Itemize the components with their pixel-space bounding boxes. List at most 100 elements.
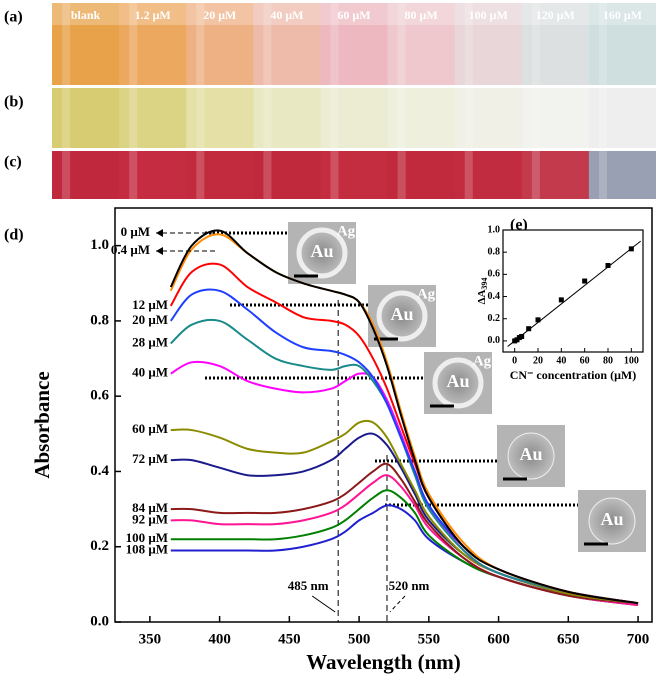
main-chart: 350 400 450 500 550 600 650 7000.00.20.40.60.81… — [30, 207, 653, 674]
vial-highlight — [129, 88, 138, 148]
vial-photo — [52, 151, 120, 199]
vial-highlight — [397, 151, 406, 199]
series-label: 40 μM — [132, 365, 168, 380]
vial-highlight — [330, 3, 339, 85]
series-label: 20 μM — [132, 312, 168, 327]
y-tick-label: 0.0 — [90, 613, 109, 629]
spectrum-line — [169, 229, 639, 605]
series-label: 100 μM — [126, 530, 168, 545]
tem-particle — [296, 227, 348, 279]
y-axis-label: ΔA394 — [476, 278, 489, 305]
panel-label: (b) — [4, 94, 24, 111]
tem-particle — [507, 432, 555, 480]
vial-photo — [588, 151, 656, 199]
tem-particle — [588, 497, 636, 545]
tem-label: Au — [600, 509, 623, 529]
vial-highlight — [62, 88, 71, 148]
reference-label: 520 nm — [389, 578, 430, 593]
vial-highlight — [263, 151, 272, 199]
x-tick-label: 650 — [557, 631, 580, 647]
vial-label: blank — [71, 8, 101, 22]
x-tick-label: 450 — [278, 631, 301, 647]
vial-photo — [186, 3, 254, 85]
panel-label: (c) — [4, 154, 22, 171]
vial-photo — [320, 151, 389, 199]
x-axis-label: CN⁻ concentration (μM) — [510, 368, 636, 382]
vial-highlight — [464, 151, 473, 199]
vial-photo — [521, 88, 590, 148]
series-label: 28 μM — [132, 334, 168, 349]
vial-photo — [186, 88, 254, 148]
vial-label: 120 μM — [536, 8, 575, 22]
vial-photo — [253, 88, 321, 148]
vial-highlight — [397, 88, 406, 148]
vial-photo — [454, 88, 523, 148]
series-label: 12 μM — [132, 297, 168, 312]
vial-highlight — [263, 3, 272, 85]
y-tick-label: 0.4 — [488, 291, 501, 302]
vial-highlight — [397, 3, 406, 85]
y-axis-label-main: ΔA — [476, 290, 488, 305]
spectrum-line — [170, 489, 639, 607]
vial-label: 60 μM — [337, 8, 370, 22]
y-tick-label: 0.6 — [90, 388, 109, 404]
y-tick-label: 1.0 — [90, 237, 109, 253]
vial-photo — [387, 151, 456, 199]
x-tick-label: 0 — [512, 355, 517, 366]
series-label: 108 μM — [126, 541, 168, 556]
tem-label: Au — [446, 371, 469, 391]
series-label: 0 μM — [121, 224, 150, 239]
spectrum-line — [170, 462, 639, 605]
vial-highlight — [196, 88, 205, 148]
vial-label: 160 μM — [603, 8, 642, 22]
tem-label: Au — [310, 241, 333, 261]
series-label: 84 μM — [132, 500, 168, 515]
vial-photo — [588, 88, 656, 148]
y-tick-label: 0.8 — [488, 246, 501, 257]
vial-highlight — [263, 88, 272, 148]
vial-highlight — [129, 151, 138, 199]
data-point — [605, 262, 611, 268]
reference-arrow — [311, 595, 336, 613]
vial-photo — [52, 3, 120, 85]
tem-label: Au — [519, 444, 542, 464]
photo-panels: blank 1.2 μM 20 μM 40 μM 60 μM 80 μM 100 μM 120… — [52, 3, 656, 199]
arrow-head — [156, 247, 163, 255]
spectrum-line — [170, 318, 639, 605]
vial-label: 20 μM — [203, 8, 236, 22]
vial-highlight — [196, 151, 205, 199]
vial-label: 80 μM — [405, 8, 438, 22]
y-axis-label-sub: 394 — [480, 278, 489, 290]
x-tick-label: 20 — [533, 355, 543, 366]
vial-caps — [52, 3, 656, 25]
tem-label: Ag — [337, 223, 356, 239]
vial-photo — [320, 88, 389, 148]
vial-photo — [320, 3, 389, 85]
vial-photo — [253, 151, 321, 199]
vial-highlight — [598, 3, 608, 85]
tem-particle — [376, 290, 428, 342]
vial-photo — [521, 3, 590, 85]
vial-highlight — [464, 3, 473, 85]
vial-highlight — [464, 88, 473, 148]
panel-label: (a) — [4, 9, 23, 26]
y-tick-label: 0.2 — [488, 313, 501, 324]
data-point — [519, 333, 525, 339]
vial-photo — [387, 3, 456, 85]
x-tick-label: 40 — [556, 355, 566, 366]
vial-photo — [52, 88, 120, 148]
data-point — [526, 326, 532, 332]
y-tick-label: 0.0 — [488, 335, 501, 346]
vial-highlight — [196, 3, 205, 85]
x-tick-label: 350 — [139, 631, 162, 647]
x-tick-label: 700 — [627, 631, 650, 647]
series-label: 92 μM — [132, 511, 168, 526]
x-tick-label: 60 — [580, 355, 590, 366]
vial-photo — [521, 151, 590, 199]
vial-photo — [253, 3, 321, 85]
y-tick-label: 0.2 — [90, 538, 109, 554]
inset-chart: 0 20 40 60 80 100 0.0 0.2 0.4 0.6 0.8 1.0 CN⁻ concen… — [476, 224, 644, 382]
data-point — [535, 317, 541, 323]
vial-highlight — [129, 3, 138, 85]
